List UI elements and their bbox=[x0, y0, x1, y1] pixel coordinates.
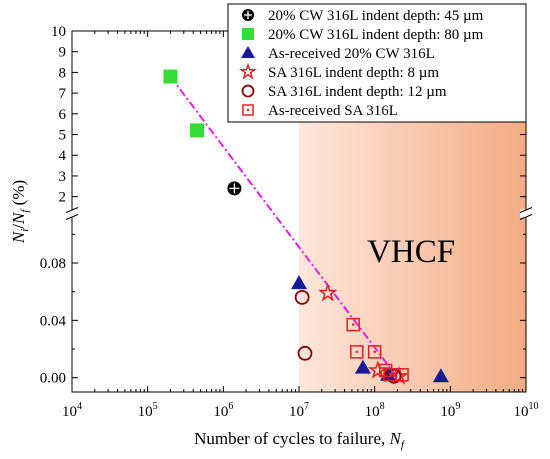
data-point bbox=[354, 359, 371, 374]
axis-labels: Number of cycles to failure, Nf Ni/Nf (%) bbox=[9, 180, 406, 451]
series-filled-triangle bbox=[291, 275, 449, 383]
legend-entry-label: 20% CW 316L indent depth: 80 µm bbox=[268, 27, 484, 43]
data-point bbox=[291, 275, 307, 290]
y-tick-label: 0.04 bbox=[40, 313, 67, 329]
trend-dash-dot-line bbox=[169, 75, 399, 379]
y-tick-label: 5 bbox=[59, 128, 67, 144]
y-tick-label: 9 bbox=[59, 45, 67, 61]
data-point bbox=[241, 84, 255, 98]
y-tick-label: 7 bbox=[59, 86, 67, 102]
data-point bbox=[239, 62, 257, 80]
y-tick-label: 0.00 bbox=[40, 371, 66, 387]
data-point bbox=[432, 368, 449, 383]
axis-break-gap bbox=[520, 209, 532, 218]
data-point bbox=[395, 368, 409, 382]
x-tick-label: 109 bbox=[440, 401, 460, 420]
y-tick-label: 8 bbox=[59, 65, 67, 81]
y-tick-label: 10 bbox=[51, 24, 66, 40]
data-point bbox=[378, 363, 393, 378]
data-point bbox=[317, 282, 338, 302]
data-point bbox=[163, 69, 178, 84]
x-tick-label: 108 bbox=[365, 401, 385, 420]
series-crossed-circle bbox=[227, 181, 242, 196]
axis-break-mark bbox=[65, 214, 79, 220]
axis-break-mark bbox=[65, 207, 79, 213]
x-tick-label: 107 bbox=[289, 401, 309, 420]
y-tick-label: 3 bbox=[59, 169, 67, 185]
data-point bbox=[242, 9, 254, 21]
data-point bbox=[297, 345, 313, 361]
data-point bbox=[350, 345, 364, 359]
axis-break-mark bbox=[519, 214, 533, 220]
data-point bbox=[242, 104, 254, 116]
x-axis-title: Number of cycles to failure, Nf bbox=[194, 429, 406, 451]
axis-break-gap bbox=[66, 209, 78, 218]
axis-break-mark bbox=[519, 207, 533, 213]
data-points bbox=[163, 69, 449, 385]
vhcf-label: VHCF bbox=[367, 234, 455, 270]
y-tick-label: 0.08 bbox=[40, 256, 66, 272]
data-point bbox=[190, 123, 205, 138]
x-tick-label: 1010 bbox=[514, 401, 539, 420]
x-tick-label: 104 bbox=[62, 401, 82, 420]
data-point bbox=[241, 46, 255, 58]
trend-line bbox=[169, 75, 399, 379]
data-point bbox=[367, 360, 388, 379]
series-filled-square bbox=[163, 69, 205, 138]
y-tick-label: 4 bbox=[59, 148, 67, 164]
legend-entry-label: SA 316L indent depth: 8 µm bbox=[268, 65, 439, 81]
data-point bbox=[294, 289, 310, 305]
legend-entry-label: SA 316L indent depth: 12 µm bbox=[268, 84, 447, 100]
data-point bbox=[367, 345, 382, 359]
legend-entry-label: As-received SA 316L bbox=[268, 103, 398, 119]
legend: 20% CW 316L indent depth: 45 µm 20% CW 31… bbox=[227, 3, 527, 123]
legend-entry-label: As-received 20% CW 316L bbox=[268, 46, 435, 62]
y-tick-label: 2 bbox=[59, 190, 67, 206]
data-point bbox=[242, 28, 254, 40]
x-tick-label: 105 bbox=[138, 401, 158, 420]
y-axis: 2 3 4 5 6 7 8 9 10 0.00 0.04 0.08 bbox=[40, 24, 526, 387]
x-tick-label: 106 bbox=[213, 401, 233, 420]
y-axis-title: Ni/Nf (%) bbox=[9, 180, 31, 244]
legend-box bbox=[227, 3, 527, 123]
data-point bbox=[346, 317, 360, 332]
series-open-square bbox=[346, 317, 409, 382]
legend-entry-label: 20% CW 316L indent depth: 45 µm bbox=[268, 8, 484, 24]
data-point bbox=[227, 181, 242, 196]
y-tick-label: 6 bbox=[59, 107, 67, 123]
